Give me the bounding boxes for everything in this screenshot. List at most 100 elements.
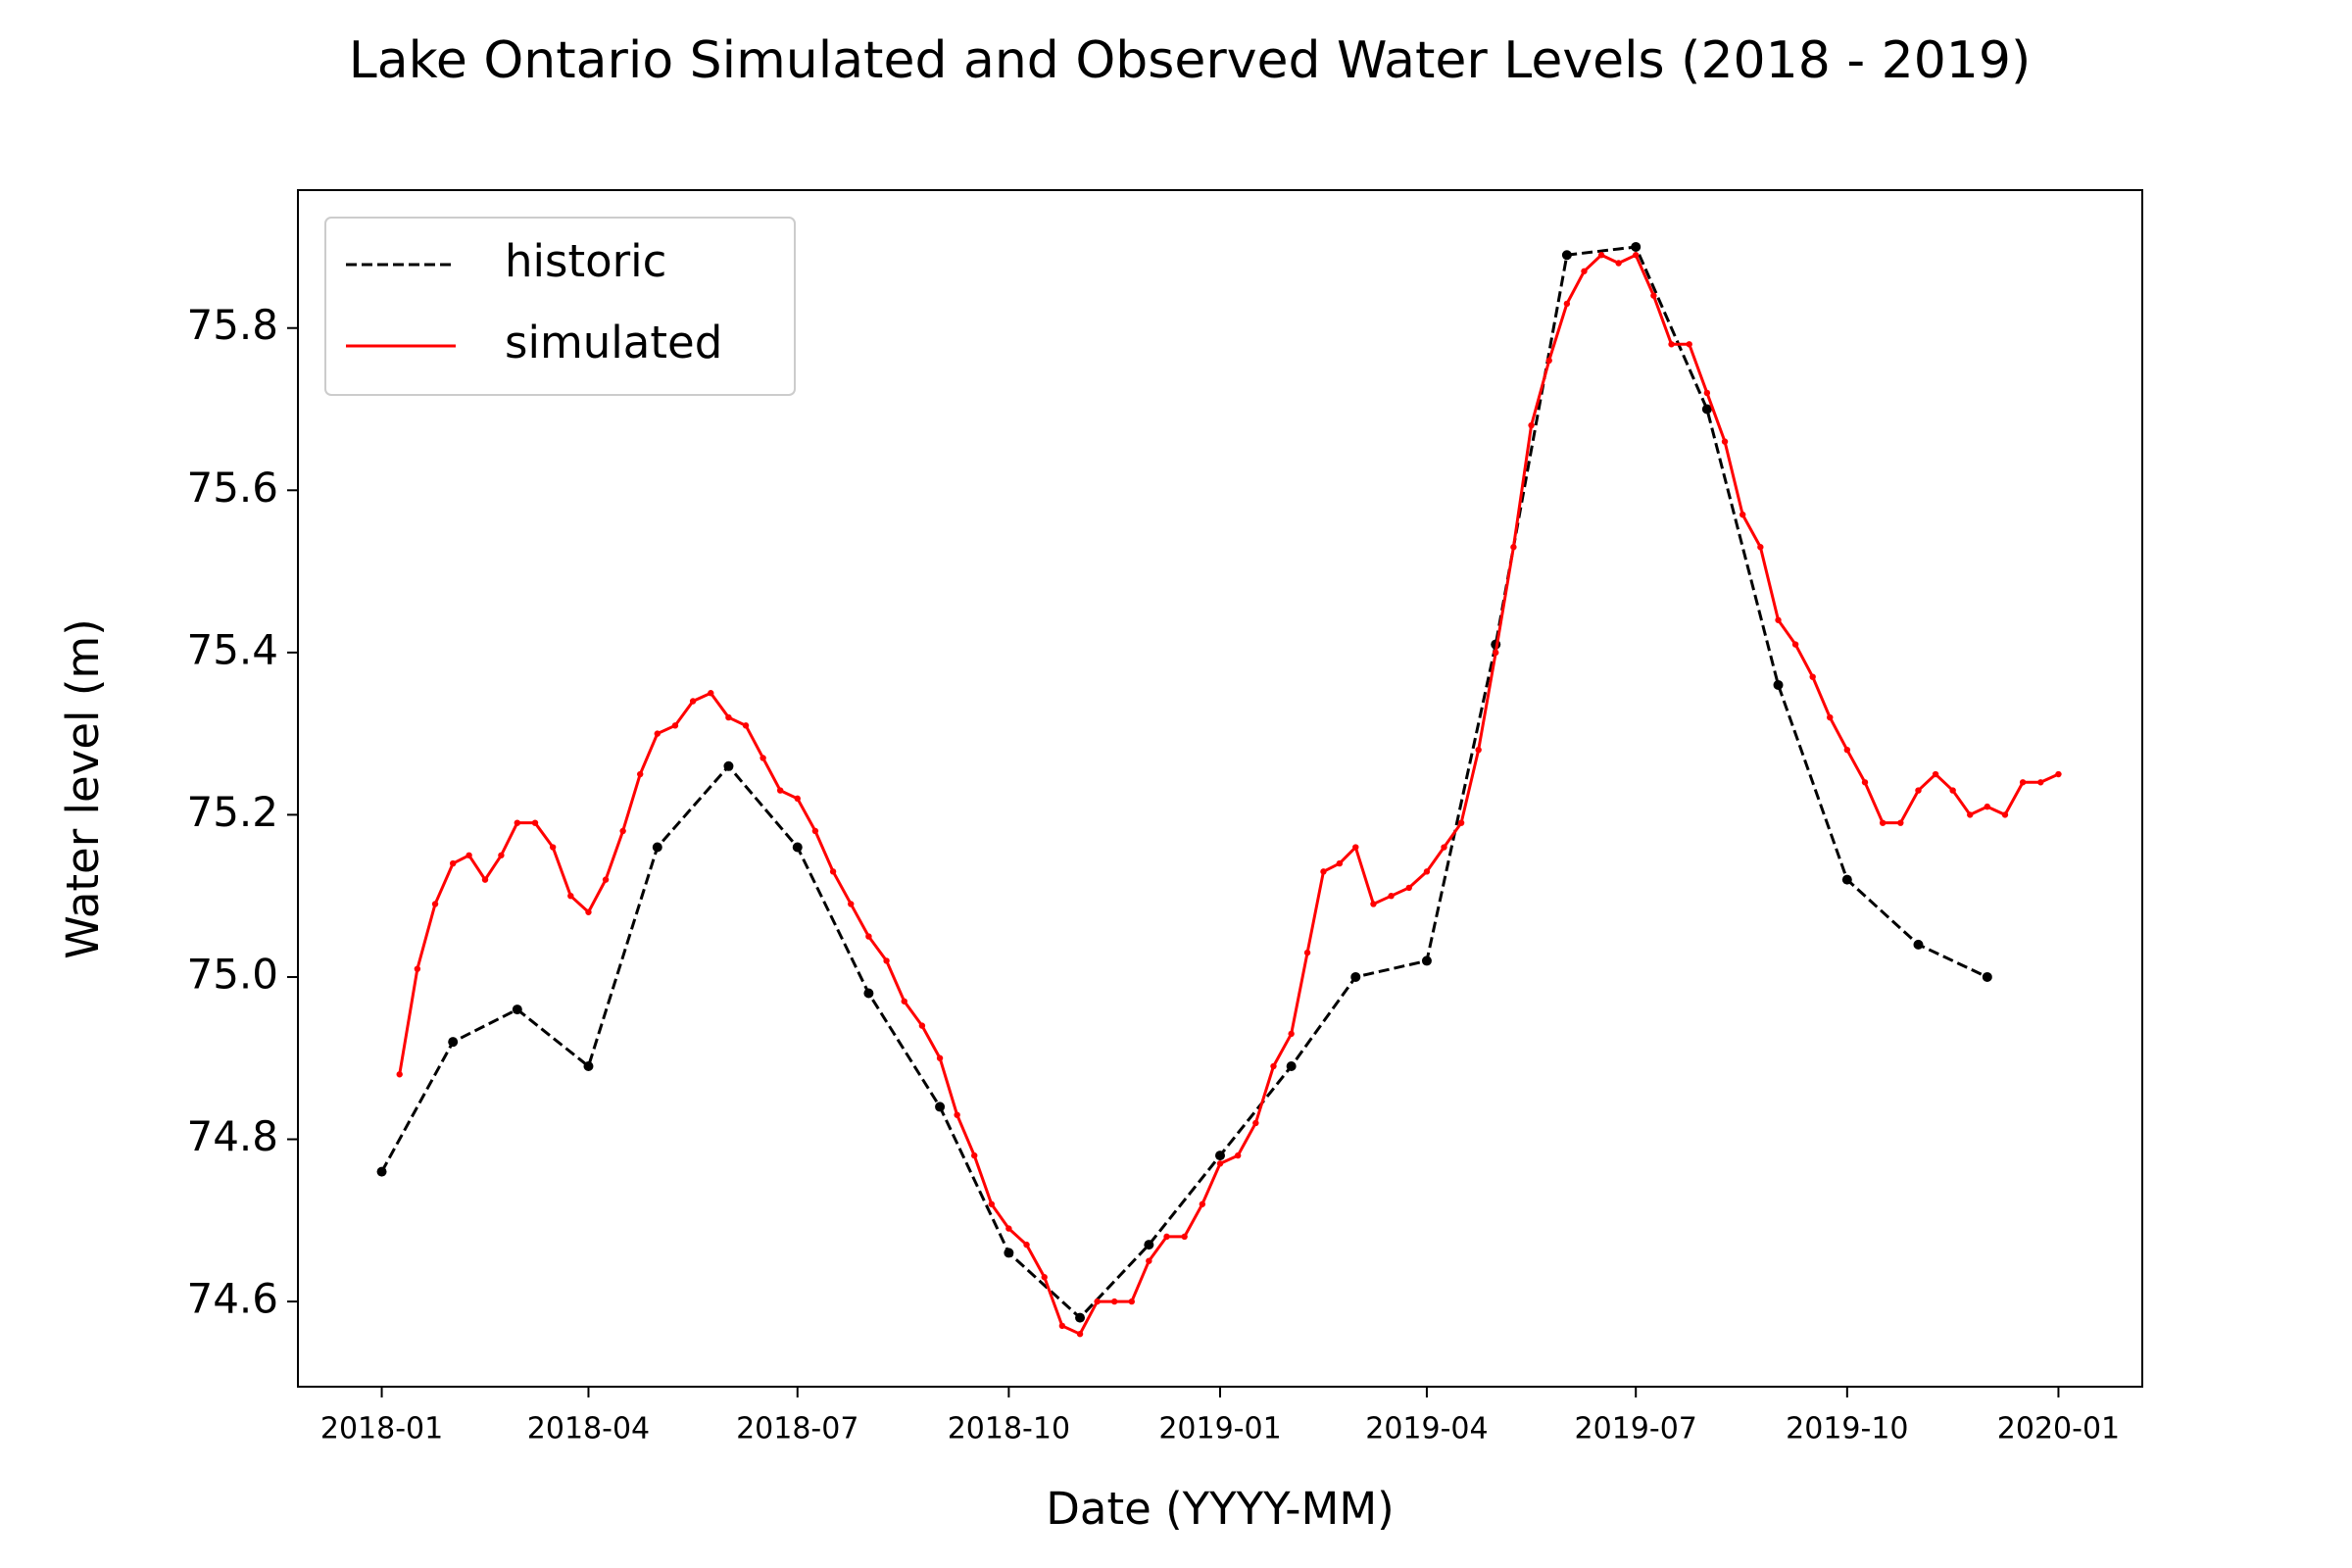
data-point	[498, 852, 505, 858]
y-tick-label: 75.4	[186, 625, 278, 673]
data-point	[1897, 819, 1904, 826]
data-point	[811, 827, 819, 835]
x-tick-label: 2019-10	[1786, 1412, 1908, 1446]
data-point	[1163, 1233, 1170, 1241]
data-point	[1949, 787, 1956, 794]
series-line	[398, 253, 2060, 1337]
data-point	[652, 842, 662, 853]
data-point	[1181, 1233, 1188, 1241]
data-point	[1252, 1119, 1259, 1127]
y-tick-label: 74.8	[186, 1112, 278, 1160]
data-point	[1650, 292, 1657, 299]
series-line	[380, 245, 1988, 1320]
y-tick-label: 75.0	[186, 950, 278, 998]
data-point	[1004, 1248, 1014, 1258]
data-point	[1441, 844, 1447, 851]
data-point	[1075, 1312, 1086, 1323]
data-point	[865, 933, 872, 940]
data-point	[1775, 616, 1782, 623]
data-point	[583, 1061, 594, 1072]
legend-label: historic	[505, 235, 666, 287]
data-point	[1982, 971, 1992, 982]
y-tick-label: 74.6	[186, 1275, 278, 1323]
y-tick-label: 75.6	[186, 464, 278, 512]
x-tick-label: 2018-10	[948, 1412, 1070, 1446]
data-point	[971, 1152, 978, 1159]
data-point	[1686, 341, 1692, 348]
data-point	[936, 1054, 944, 1061]
data-point	[531, 819, 539, 826]
data-point	[794, 795, 801, 803]
data-point	[1493, 649, 1499, 657]
data-point	[1110, 1298, 1118, 1305]
data-point	[2019, 779, 2027, 786]
data-point	[549, 844, 557, 851]
y-axis-label: Water level (m)	[57, 618, 109, 959]
data-point	[901, 998, 907, 1004]
data-point	[1423, 868, 1431, 875]
data-point	[776, 787, 784, 794]
data-point	[1528, 421, 1535, 429]
data-point	[935, 1102, 946, 1112]
data-point	[1827, 713, 1834, 721]
data-point	[671, 722, 679, 729]
data-point	[1984, 803, 1990, 810]
data-point	[1861, 779, 1869, 786]
data-point	[481, 876, 489, 883]
data-point	[1475, 746, 1482, 754]
data-point	[1703, 389, 1711, 397]
data-point	[1545, 357, 1552, 365]
data-point	[1457, 819, 1465, 826]
data-point	[1352, 844, 1359, 851]
data-point	[414, 965, 421, 972]
data-point	[512, 1004, 522, 1015]
data-point	[2037, 779, 2044, 786]
y-tick-label: 75.8	[186, 301, 278, 349]
data-point	[448, 1037, 459, 1048]
data-point	[708, 690, 714, 697]
x-tick-label: 2018-01	[320, 1412, 443, 1446]
data-point	[619, 827, 626, 835]
data-point	[1216, 1160, 1224, 1167]
plot-frame	[297, 189, 2143, 1388]
data-point	[760, 755, 766, 761]
data-point	[1915, 787, 1922, 794]
data-point	[466, 852, 472, 858]
data-point	[1286, 1061, 1297, 1072]
data-point	[863, 988, 874, 999]
data-point	[602, 876, 610, 883]
data-point	[1270, 1062, 1277, 1070]
data-point	[1701, 404, 1712, 415]
data-point	[1633, 252, 1640, 259]
data-point	[1370, 901, 1377, 907]
data-point	[1510, 544, 1517, 551]
data-point	[1320, 868, 1327, 875]
data-point	[1563, 300, 1571, 308]
data-point	[514, 819, 521, 826]
data-point	[1773, 679, 1784, 690]
data-point	[1721, 438, 1729, 445]
data-point	[1581, 268, 1588, 274]
x-tick-label: 2018-07	[736, 1412, 858, 1446]
data-point	[1058, 1322, 1066, 1330]
data-point	[1336, 859, 1344, 867]
data-point	[1303, 949, 1311, 956]
data-point	[742, 722, 750, 729]
y-tick-label: 75.2	[186, 788, 278, 836]
data-point	[450, 859, 457, 867]
x-tick-label: 2018-04	[527, 1412, 650, 1446]
legend-label: simulated	[505, 317, 722, 368]
data-point	[1023, 1241, 1030, 1249]
data-point	[567, 892, 574, 900]
chart-title: Lake Ontario Simulated and Observed Wate…	[349, 31, 2031, 90]
data-point	[1041, 1274, 1048, 1281]
data-point	[1144, 1240, 1154, 1250]
data-point	[1757, 544, 1764, 551]
data-point	[1967, 811, 1974, 818]
data-point	[723, 760, 734, 771]
data-point	[431, 901, 439, 907]
data-point	[1739, 511, 1746, 518]
data-point	[1791, 641, 1799, 648]
data-point	[1199, 1200, 1206, 1207]
